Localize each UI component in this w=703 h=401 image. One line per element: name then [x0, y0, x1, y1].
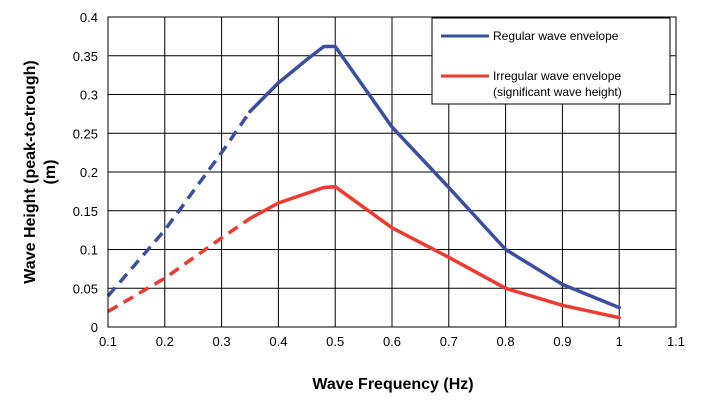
legend: Regular wave envelope Irregular wave env…: [431, 17, 671, 105]
tick-layer: 0.1 0.2 0.3 0.4 0.5 0.6 0.7 0.8 0.9 1 1.1 0 0.05 0.1 0…: [73, 10, 685, 349]
x-tick-label: 0.5: [326, 334, 344, 349]
x-tick-label: 0.1: [99, 334, 117, 349]
x-tick-label: 0.7: [440, 334, 458, 349]
series-1-solid-line: [248, 184, 621, 320]
y-tick-label: 0: [91, 320, 98, 335]
x-axis-title: Wave Frequency (Hz): [312, 376, 473, 393]
legend-label-irregular-line1: Irregular wave envelope: [493, 69, 621, 83]
legend-box: [431, 17, 671, 105]
series-0-dashed-line: [106, 110, 252, 298]
legend-label-irregular-line2: (significant wave height): [493, 85, 622, 99]
x-tick-label: 0.8: [497, 334, 515, 349]
y-axis-title-line1: Wave Height (peak-to-trough): [22, 60, 39, 283]
y-tick-label: 0.4: [80, 10, 98, 25]
y-axis-title: Wave Height (peak-to-trough) (m): [22, 60, 59, 283]
y-tick-label: 0.2: [80, 165, 98, 180]
legend-label-regular: Regular wave envelope: [493, 29, 619, 43]
plot-frame: [107, 16, 677, 328]
series-layer: [106, 44, 621, 320]
y-tick-label: 0.3: [80, 88, 98, 103]
x-tick-label: 1.1: [667, 334, 685, 349]
series-0-solid-line: [248, 44, 621, 310]
x-tick-label: 0.2: [156, 334, 174, 349]
x-tick-label: 1: [616, 334, 623, 349]
x-tick-label: 0.3: [213, 334, 231, 349]
y-tick-label: 0.1: [80, 243, 98, 258]
x-tick-label: 0.4: [269, 334, 287, 349]
y-axis-title-line2: (m): [42, 160, 59, 185]
x-tick-label: 0.6: [383, 334, 401, 349]
y-tick-label: 0.35: [73, 49, 98, 64]
x-tick-label: 0.9: [553, 334, 571, 349]
y-tick-label: 0.15: [73, 204, 98, 219]
y-tick-label: 0.25: [73, 126, 98, 141]
series-1-dashed-line: [107, 217, 251, 314]
y-tick-label: 0.05: [73, 281, 98, 296]
